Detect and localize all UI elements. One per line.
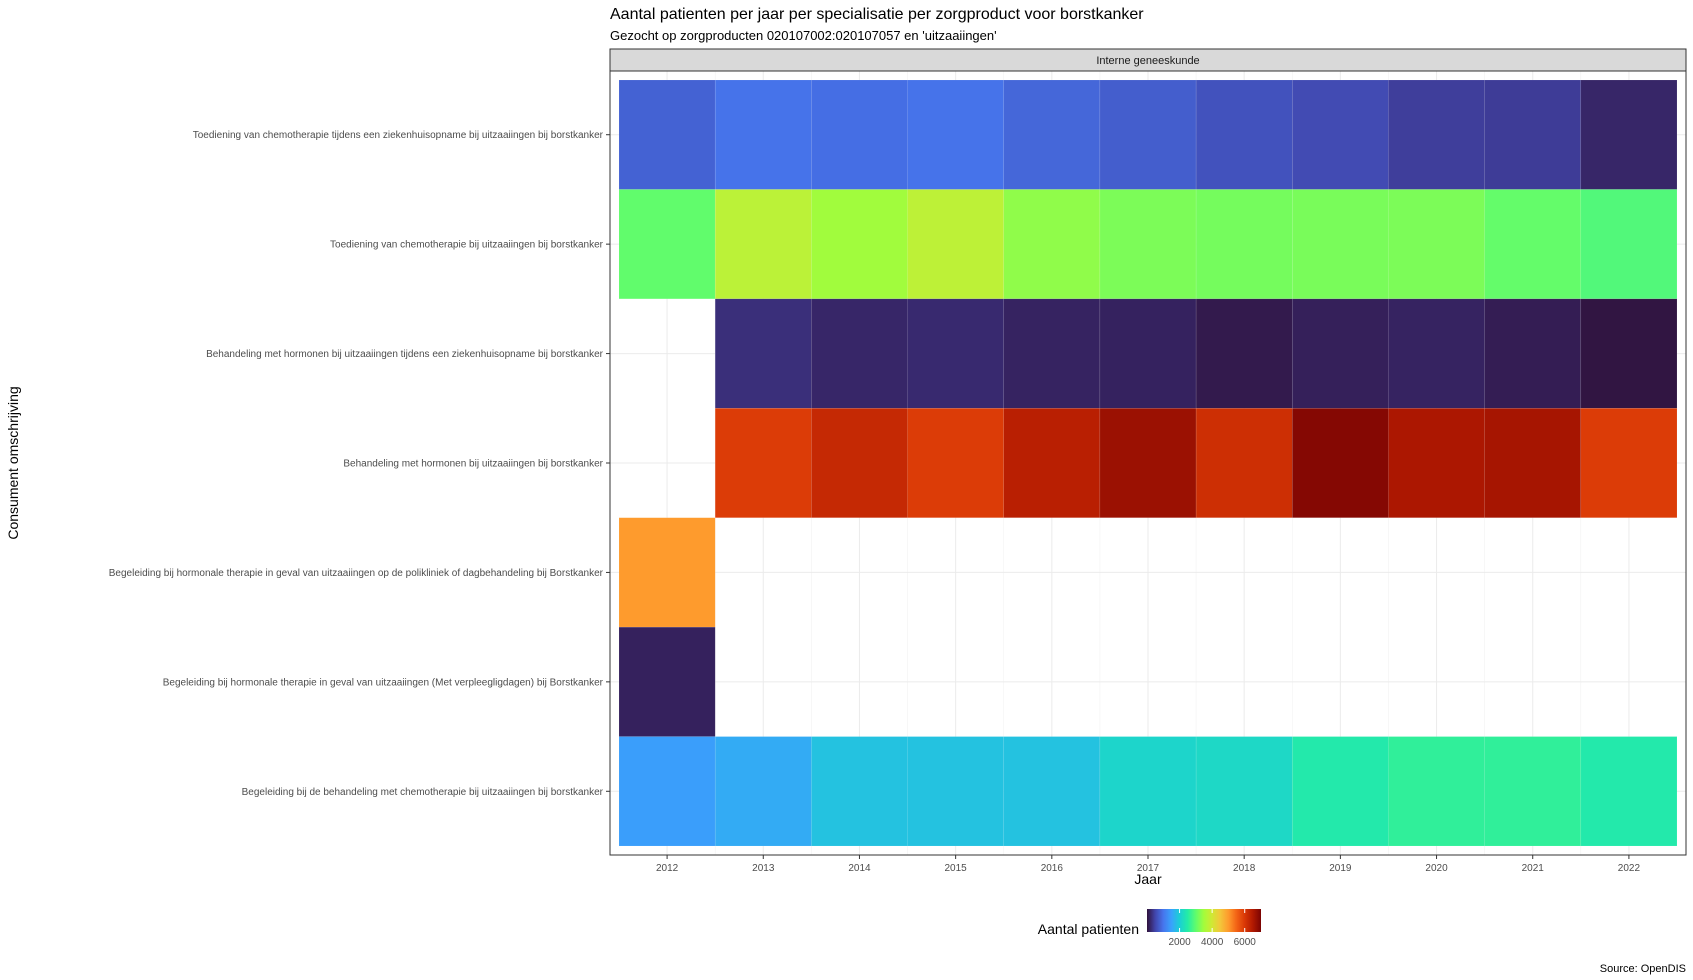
legend-colorbar: [1147, 909, 1261, 932]
legend-ticks: 2000 4000 6000: [1168, 909, 1256, 948]
x-tick-label: 2020: [1425, 863, 1448, 874]
heatmap-cell: [618, 517, 716, 628]
heatmap-cell: [1003, 79, 1101, 190]
heatmap-cell: [1099, 189, 1197, 300]
heatmap-cell: [1003, 298, 1101, 409]
color-legend: Aantal patienten 2000 4000 6000: [1038, 909, 1261, 948]
heatmap-cell: [1388, 408, 1485, 518]
plot-panel: [609, 70, 1687, 856]
heatmap-tiles: [618, 79, 1678, 847]
y-axis-ticks: Toediening van chemotherapie tijdens een…: [109, 130, 610, 798]
heatmap-cell: [1003, 736, 1101, 847]
heatmap-cell: [714, 736, 812, 847]
heatmap-cell: [907, 298, 1004, 409]
heatmap-cell: [1388, 189, 1485, 300]
heatmap-cell: [714, 408, 812, 518]
heatmap-cell: [1580, 736, 1678, 847]
y-tick-label: Toediening van chemotherapie tijdens een…: [193, 130, 604, 141]
heatmap-cell: [1099, 736, 1197, 847]
heatmap-cell: [1195, 736, 1293, 847]
heatmap-cell: [1484, 189, 1582, 300]
heatmap-cell: [907, 408, 1004, 518]
x-tick-label: 2021: [1522, 863, 1545, 874]
x-tick-label: 2017: [1137, 863, 1160, 874]
heatmap-cell: [618, 736, 716, 847]
y-tick-label: Begeleiding bij hormonale therapie in ge…: [163, 677, 604, 688]
heatmap-cell: [1195, 189, 1293, 300]
heatmap-cell: [1292, 189, 1389, 300]
heatmap-cell: [811, 736, 908, 847]
legend-tick-label: 4000: [1201, 937, 1224, 948]
heatmap-cell: [907, 189, 1004, 300]
x-tick-label: 2015: [945, 863, 968, 874]
heatmap-cell: [1099, 408, 1197, 518]
heatmap-cell: [714, 298, 812, 409]
heatmap-cell: [1388, 298, 1485, 409]
heatmap-cell: [1580, 189, 1678, 300]
heatmap-cell: [1099, 298, 1197, 409]
y-tick-label: Begeleiding bij hormonale therapie in ge…: [109, 568, 604, 579]
heatmap-cell: [1484, 736, 1582, 847]
heatmap-cell: [811, 189, 908, 300]
heatmap-cell: [1580, 408, 1678, 518]
chart-title: Aantal patienten per jaar per specialisa…: [610, 6, 1144, 23]
x-axis-ticks: 2012 2013 2014 2015 2016 2017 2018 2019 2020 2021…: [656, 855, 1641, 874]
heatmap-cell: [1292, 298, 1389, 409]
heatmap-cell: [1484, 79, 1582, 190]
heatmap-cell: [714, 79, 812, 190]
heatmap-cell: [1580, 298, 1678, 409]
x-tick-label: 2018: [1233, 863, 1256, 874]
heatmap-cell: [1003, 189, 1101, 300]
heatmap-cell: [1580, 79, 1678, 190]
x-axis-label: Jaar: [1134, 871, 1162, 887]
y-tick-label: Toediening van chemotherapie bij uitzaai…: [330, 240, 604, 251]
heatmap-cell: [811, 408, 908, 518]
y-tick-label: Behandeling met hormonen bij uitzaaiinge…: [206, 349, 604, 360]
heatmap-cell: [1484, 298, 1582, 409]
heatmap-cell: [1195, 79, 1293, 190]
facet-strip-label: Interne geneeskunde: [1096, 55, 1199, 67]
y-tick-label: Behandeling met hormonen bij uitzaaiinge…: [343, 459, 603, 470]
heatmap-cell: [1195, 408, 1293, 518]
heatmap-cell: [618, 626, 716, 737]
y-axis-label: Consument omschrijving: [5, 386, 21, 539]
legend-tick-label: 2000: [1168, 937, 1191, 948]
x-tick-label: 2016: [1041, 863, 1064, 874]
heatmap-cell: [1292, 408, 1389, 518]
chart-caption: Source: OpenDIS: [1600, 963, 1686, 975]
chart-subtitle: Gezocht op zorgproducten 020107002:02010…: [610, 28, 997, 43]
heatmap-cell: [1388, 736, 1485, 847]
heatmap-cell: [1003, 408, 1101, 518]
heatmap-cell: [907, 79, 1004, 190]
heatmap-cell: [714, 189, 812, 300]
heatmap-cell: [1388, 79, 1485, 190]
heatmap-cell: [1195, 298, 1293, 409]
x-tick-label: 2013: [752, 863, 775, 874]
heatmap-cell: [811, 298, 908, 409]
facet-strip: Interne geneeskunde: [609, 48, 1687, 72]
x-tick-label: 2022: [1618, 863, 1641, 874]
x-tick-label: 2012: [656, 863, 679, 874]
legend-tick-label: 6000: [1234, 937, 1257, 948]
heatmap-cell: [618, 189, 716, 300]
x-tick-label: 2014: [848, 863, 871, 874]
heatmap-cell: [1099, 79, 1197, 190]
heatmap-cell: [618, 79, 716, 190]
heatmap-cell: [1292, 79, 1389, 190]
heatmap-cell: [907, 736, 1004, 847]
x-tick-label: 2019: [1329, 863, 1352, 874]
heatmap-cell: [1484, 408, 1582, 518]
heatmap-cell: [1292, 736, 1389, 847]
y-tick-label: Begeleiding bij de behandeling met chemo…: [242, 787, 604, 798]
heatmap-cell: [811, 79, 908, 190]
legend-title: Aantal patienten: [1038, 921, 1139, 937]
